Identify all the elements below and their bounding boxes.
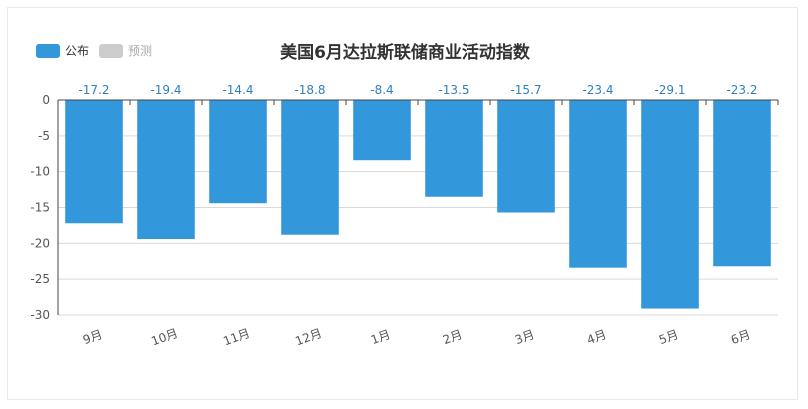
data-label: -17.2: [78, 83, 109, 97]
y-tick-label: 0: [42, 93, 50, 107]
bar: [641, 100, 699, 309]
data-label: -19.4: [150, 83, 181, 97]
bar: [425, 100, 483, 197]
bar: [65, 100, 123, 224]
bar: [713, 100, 771, 267]
bar: [569, 100, 627, 268]
y-tick-label: -5: [38, 129, 50, 143]
data-label: -14.4: [222, 83, 253, 97]
x-tick-label: 9月: [81, 327, 104, 347]
x-tick-label: 5月: [657, 327, 680, 347]
x-tick-label: 6月: [729, 327, 752, 347]
data-label: -29.1: [654, 83, 685, 97]
x-tick-label: 4月: [585, 327, 608, 347]
legend: 公布 预测: [36, 42, 152, 59]
bar: [209, 100, 267, 204]
data-label: -8.4: [370, 83, 393, 97]
bar: [137, 100, 195, 240]
data-label: -18.8: [294, 83, 325, 97]
legend-label-published: 公布: [65, 44, 90, 58]
legend-item-forecast[interactable]: 预测: [99, 42, 152, 59]
y-tick-label: -15: [30, 201, 50, 215]
data-label: -15.7: [510, 83, 541, 97]
bar: [497, 100, 555, 213]
bar: [353, 100, 411, 161]
data-label: -23.4: [582, 83, 613, 97]
x-tick-label: 3月: [513, 327, 536, 347]
y-tick-label: -30: [30, 308, 50, 322]
legend-label-forecast: 预测: [128, 44, 153, 58]
x-tick-label: 12月: [293, 326, 323, 348]
y-tick-label: -10: [30, 165, 50, 179]
x-tick-label: 11月: [221, 326, 251, 348]
legend-swatch-published: [36, 43, 60, 58]
legend-item-published[interactable]: 公布: [36, 42, 89, 59]
legend-swatch-forecast: [99, 43, 124, 58]
bar: [281, 100, 339, 235]
y-tick-label: -25: [30, 272, 50, 286]
y-tick-label: -20: [30, 236, 50, 250]
x-tick-label: 2月: [441, 327, 464, 347]
x-tick-label: 1月: [369, 327, 392, 347]
data-label: -13.5: [438, 83, 469, 97]
x-tick-label: 10月: [149, 326, 179, 348]
data-label: -23.2: [726, 83, 757, 97]
chart-title: 美国6月达拉斯联储商业活动指数: [280, 43, 530, 63]
